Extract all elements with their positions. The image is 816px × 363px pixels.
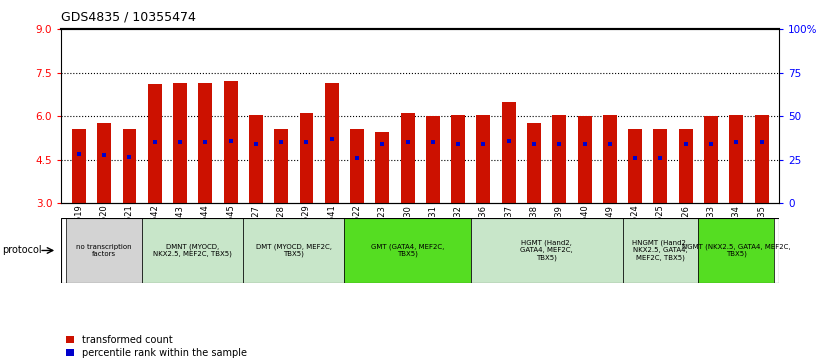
- Bar: [401, 113, 415, 203]
- Bar: [243, 218, 344, 283]
- Text: DMT (MYOCD, MEF2C,
TBX5): DMT (MYOCD, MEF2C, TBX5): [256, 244, 332, 257]
- Bar: [603, 115, 617, 203]
- Bar: [623, 218, 698, 283]
- Bar: [578, 116, 592, 203]
- Text: DMNT (MYOCD,
NKX2.5, MEF2C, TBX5): DMNT (MYOCD, NKX2.5, MEF2C, TBX5): [153, 244, 232, 257]
- Bar: [249, 115, 263, 203]
- Bar: [142, 218, 243, 283]
- Bar: [224, 81, 237, 203]
- Bar: [654, 129, 667, 203]
- Bar: [173, 83, 187, 203]
- Text: protocol: protocol: [2, 245, 42, 256]
- Bar: [552, 115, 566, 203]
- Bar: [344, 218, 471, 283]
- Legend: transformed count, percentile rank within the sample: transformed count, percentile rank withi…: [66, 335, 246, 358]
- Text: no transcription
factors: no transcription factors: [77, 244, 132, 257]
- Text: GDS4835 / 10355474: GDS4835 / 10355474: [61, 11, 196, 24]
- Text: GMT (GATA4, MEF2C,
TBX5): GMT (GATA4, MEF2C, TBX5): [371, 244, 444, 257]
- Bar: [148, 84, 162, 203]
- Bar: [66, 218, 142, 283]
- Bar: [122, 129, 136, 203]
- Bar: [471, 218, 623, 283]
- Bar: [477, 115, 490, 203]
- Text: NGMT (NKX2.5, GATA4, MEF2C,
TBX5): NGMT (NKX2.5, GATA4, MEF2C, TBX5): [682, 244, 791, 257]
- Bar: [679, 129, 693, 203]
- Bar: [704, 116, 718, 203]
- Bar: [97, 123, 111, 203]
- Bar: [325, 83, 339, 203]
- Bar: [698, 218, 774, 283]
- Bar: [299, 113, 313, 203]
- Bar: [198, 83, 212, 203]
- Bar: [628, 129, 642, 203]
- Bar: [730, 115, 743, 203]
- Bar: [426, 116, 440, 203]
- Text: HNGMT (Hand2,
NKX2.5, GATA4,
MEF2C, TBX5): HNGMT (Hand2, NKX2.5, GATA4, MEF2C, TBX5…: [632, 240, 689, 261]
- Bar: [451, 115, 465, 203]
- Bar: [755, 115, 769, 203]
- Bar: [350, 129, 364, 203]
- Bar: [72, 129, 86, 203]
- Bar: [502, 102, 516, 203]
- Bar: [527, 123, 541, 203]
- Bar: [274, 129, 288, 203]
- Text: HGMT (Hand2,
GATA4, MEF2C,
TBX5): HGMT (Hand2, GATA4, MEF2C, TBX5): [521, 240, 573, 261]
- Bar: [375, 132, 389, 203]
